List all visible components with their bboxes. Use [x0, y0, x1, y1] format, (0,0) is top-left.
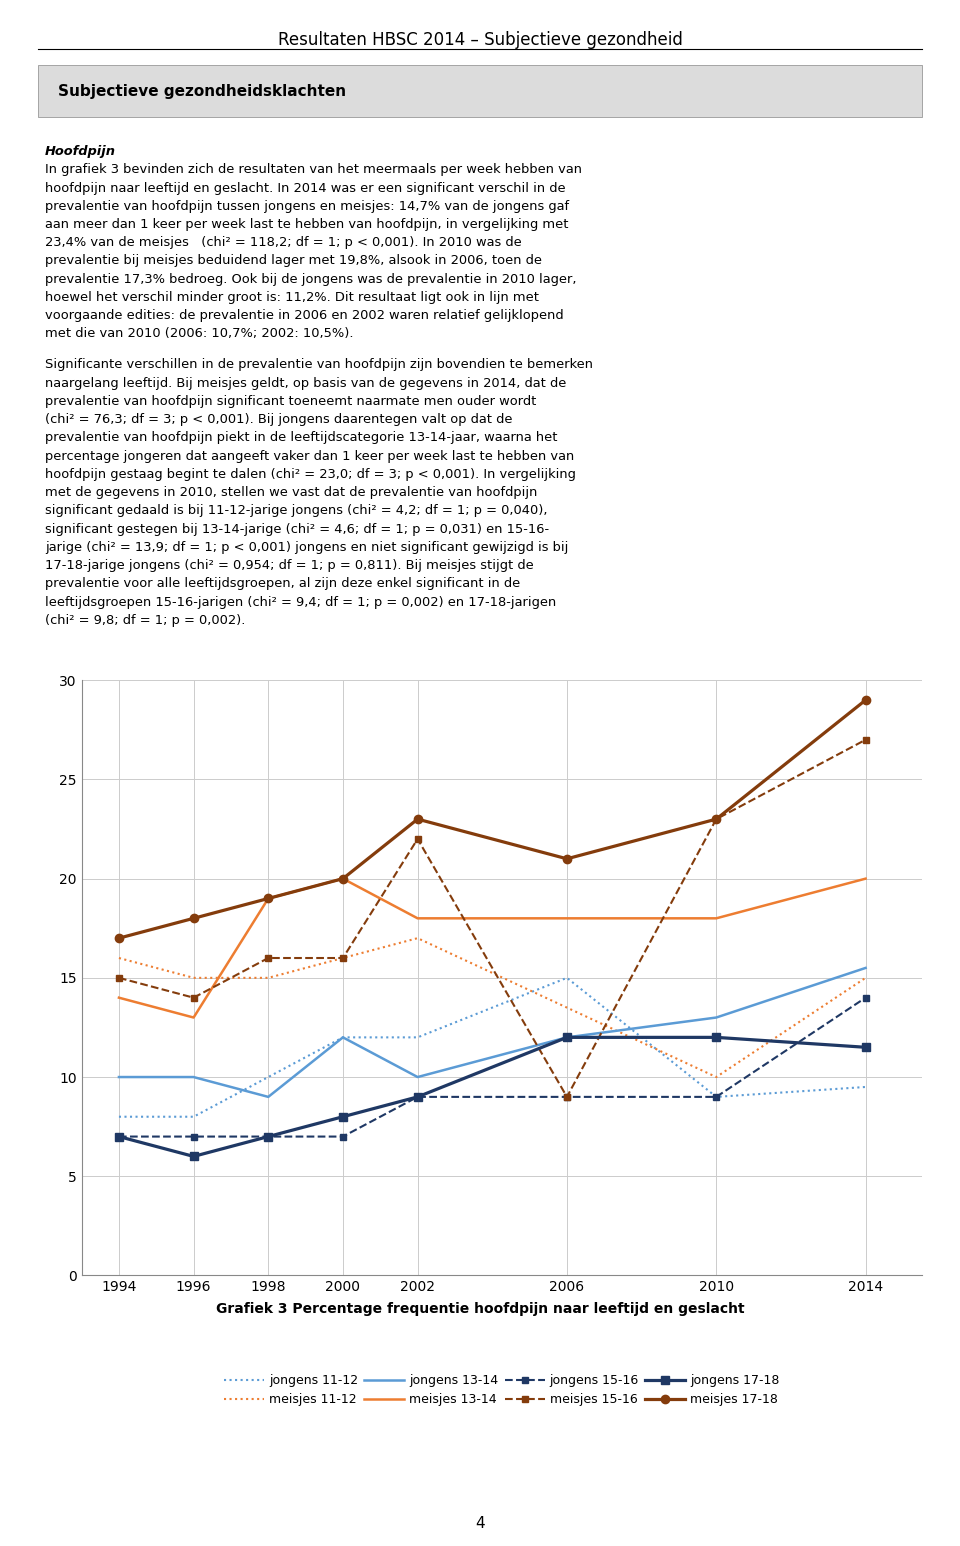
Text: (chi² = 76,3; df = 3; p < 0,001). Bij jongens daarentegen valt op dat de: (chi² = 76,3; df = 3; p < 0,001). Bij jo… — [45, 413, 513, 427]
Text: voorgaande edities: de prevalentie in 2006 en 2002 waren relatief gelijklopend: voorgaande edities: de prevalentie in 20… — [45, 309, 564, 322]
Text: prevalentie van hoofdpijn piekt in de leeftijdscategorie 13-14-jaar, waarna het: prevalentie van hoofdpijn piekt in de le… — [45, 431, 558, 444]
Text: Grafiek 3 Percentage frequentie hoofdpijn naar leeftijd en geslacht: Grafiek 3 Percentage frequentie hoofdpij… — [216, 1302, 744, 1316]
Text: 4: 4 — [475, 1515, 485, 1531]
Text: significant gedaald is bij 11-12-jarige jongens (chi² = 4,2; df = 1; p = 0,040),: significant gedaald is bij 11-12-jarige … — [45, 504, 547, 518]
Text: Resultaten HBSC 2014 – Subjectieve gezondheid: Resultaten HBSC 2014 – Subjectieve gezon… — [277, 31, 683, 49]
Text: leeftijdsgroepen 15-16-jarigen (chi² = 9,4; df = 1; p = 0,002) en 17-18-jarigen: leeftijdsgroepen 15-16-jarigen (chi² = 9… — [45, 595, 557, 609]
Text: met die van 2010 (2006: 10,7%; 2002: 10,5%).: met die van 2010 (2006: 10,7%; 2002: 10,… — [45, 328, 353, 340]
Text: Hoofdpijn: Hoofdpijn — [45, 145, 116, 158]
Text: met de gegevens in 2010, stellen we vast dat de prevalentie van hoofdpijn: met de gegevens in 2010, stellen we vast… — [45, 485, 538, 499]
Text: prevalentie bij meisjes beduidend lager met 19,8%, alsook in 2006, toen de: prevalentie bij meisjes beduidend lager … — [45, 255, 542, 267]
Text: prevalentie van hoofdpijn tussen jongens en meisjes: 14,7% van de jongens gaf: prevalentie van hoofdpijn tussen jongens… — [45, 199, 569, 213]
Text: naargelang leeftijd. Bij meisjes geldt, op basis van de gegevens in 2014, dat de: naargelang leeftijd. Bij meisjes geldt, … — [45, 377, 566, 390]
Text: hoewel het verschil minder groot is: 11,2%. Dit resultaat ligt ook in lijn met: hoewel het verschil minder groot is: 11,… — [45, 291, 540, 305]
Text: 17-18-jarige jongens (chi² = 0,954; df = 1; p = 0,811). Bij meisjes stijgt de: 17-18-jarige jongens (chi² = 0,954; df =… — [45, 560, 534, 572]
Text: (chi² = 9,8; df = 1; p = 0,002).: (chi² = 9,8; df = 1; p = 0,002). — [45, 614, 246, 626]
Text: hoofdpijn gestaag begint te dalen (chi² = 23,0; df = 3; p < 0,001). In vergelijk: hoofdpijn gestaag begint te dalen (chi² … — [45, 468, 576, 481]
Legend: jongens 11-12, meisjes 11-12, jongens 13-14, meisjes 13-14, jongens 15-16, meisj: jongens 11-12, meisjes 11-12, jongens 13… — [224, 1374, 780, 1407]
Text: jarige (chi² = 13,9; df = 1; p < 0,001) jongens en niet significant gewijzigd is: jarige (chi² = 13,9; df = 1; p < 0,001) … — [45, 541, 568, 553]
Text: significant gestegen bij 13-14-jarige (chi² = 4,6; df = 1; p = 0,031) en 15-16-: significant gestegen bij 13-14-jarige (c… — [45, 523, 549, 535]
Text: 23,4% van de meisjes   (chi² = 118,2; df = 1; p < 0,001). In 2010 was de: 23,4% van de meisjes (chi² = 118,2; df =… — [45, 237, 522, 249]
Text: In grafiek 3 bevinden zich de resultaten van het meermaals per week hebben van: In grafiek 3 bevinden zich de resultaten… — [45, 164, 582, 176]
Text: prevalentie van hoofdpijn significant toeneemt naarmate men ouder wordt: prevalentie van hoofdpijn significant to… — [45, 394, 537, 408]
Text: Significante verschillen in de prevalentie van hoofdpijn zijn bovendien te bemer: Significante verschillen in de prevalent… — [45, 359, 593, 371]
Text: hoofdpijn naar leeftijd en geslacht. In 2014 was er een significant verschil in : hoofdpijn naar leeftijd en geslacht. In … — [45, 181, 565, 195]
Text: prevalentie voor alle leeftijdsgroepen, al zijn deze enkel significant in de: prevalentie voor alle leeftijdsgroepen, … — [45, 577, 520, 591]
Text: prevalentie 17,3% bedroeg. Ook bij de jongens was de prevalentie in 2010 lager,: prevalentie 17,3% bedroeg. Ook bij de jo… — [45, 272, 577, 286]
Text: Subjectieve gezondheidsklachten: Subjectieve gezondheidsklachten — [58, 83, 346, 99]
Text: aan meer dan 1 keer per week last te hebben van hoofdpijn, in vergelijking met: aan meer dan 1 keer per week last te heb… — [45, 218, 568, 230]
Text: percentage jongeren dat aangeeft vaker dan 1 keer per week last te hebben van: percentage jongeren dat aangeeft vaker d… — [45, 450, 574, 462]
